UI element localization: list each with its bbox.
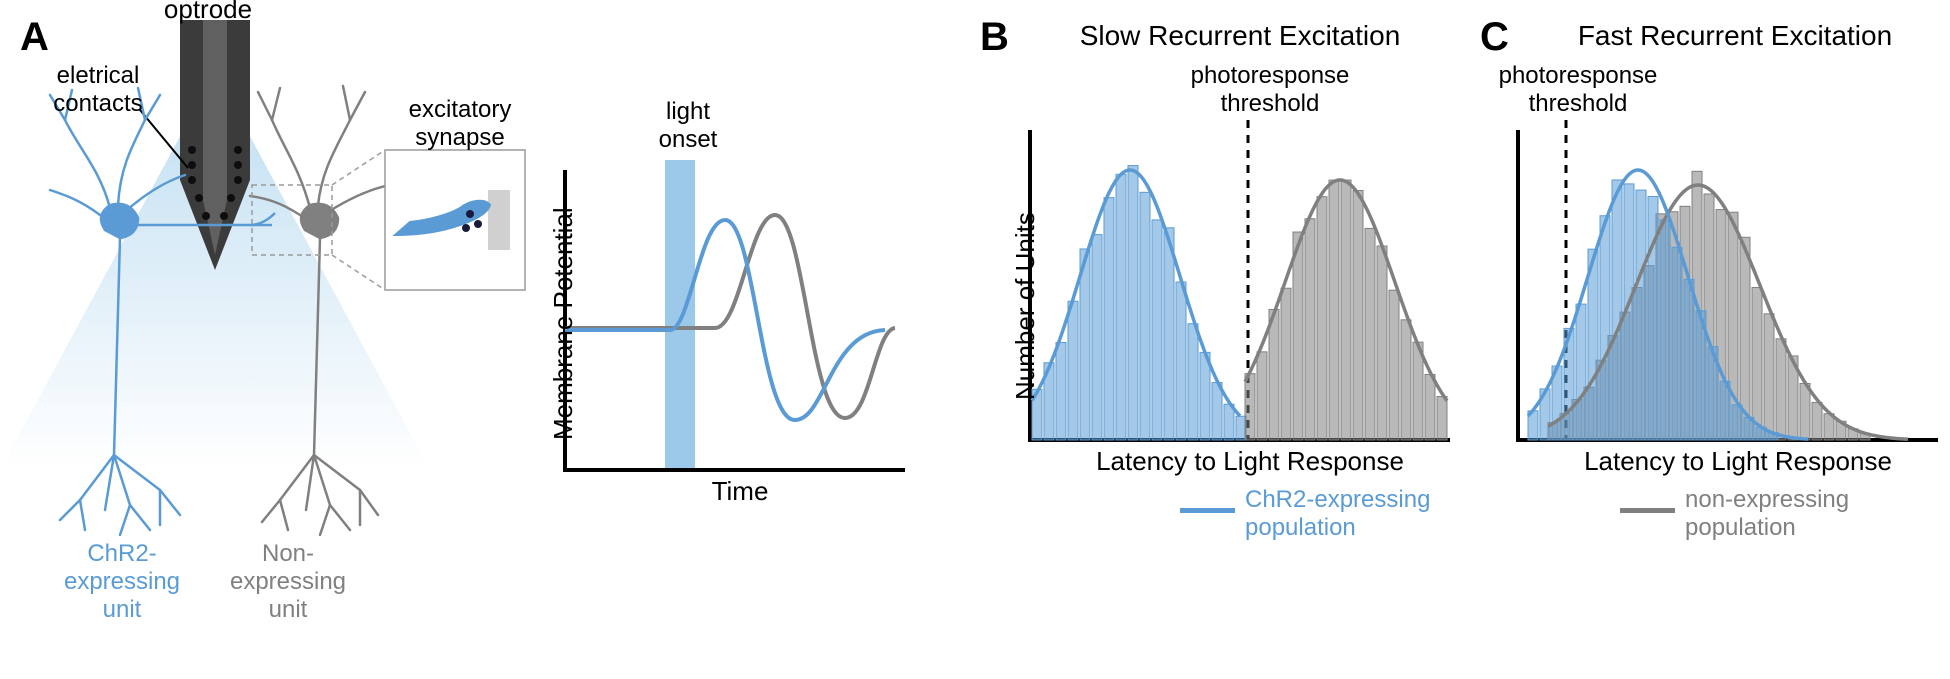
panel-b-xlabel: Latency to Light Response [1060, 446, 1440, 477]
optrode-label: optrode [148, 0, 268, 25]
chr2-unit-label: ChR2- expressing unit [52, 540, 192, 624]
panel-c-label: C [1480, 15, 1509, 60]
panel-a-xlabel: Time [690, 476, 790, 507]
nonexpr-unit-label: Non- expressing unit [218, 540, 358, 624]
panel-c-xlabel: Latency to Light Response [1548, 446, 1928, 477]
panel-c-chart [1508, 120, 1948, 480]
panel-b-label: B [980, 15, 1009, 60]
legend-blue-text: ChR2-expressing population [1245, 486, 1430, 542]
panel-c-threshold-label: photoresponse threshold [1478, 62, 1678, 118]
panel-b-ylabel: Number of Units [1010, 212, 1041, 400]
legend-gray-line [1620, 508, 1675, 513]
light-onset-label: light onset [648, 98, 728, 154]
legend-gray-text: non-expressing population [1685, 486, 1849, 542]
contacts-label: eletrical contacts [38, 62, 158, 118]
panel-c-title: Fast Recurrent Excitation [1530, 20, 1940, 52]
panel-a-chart [555, 160, 915, 500]
panel-b-threshold-label: photoresponse threshold [1170, 62, 1370, 118]
panel-a-ylabel: Membrane Potential [548, 207, 579, 440]
panel-b-chart [1020, 120, 1460, 480]
legend-blue-line [1180, 508, 1235, 513]
panel-b-title: Slow Recurrent Excitation [1030, 20, 1450, 52]
synapse-label: excitatory synapse [395, 96, 525, 152]
figure-root: A [0, 0, 1950, 679]
